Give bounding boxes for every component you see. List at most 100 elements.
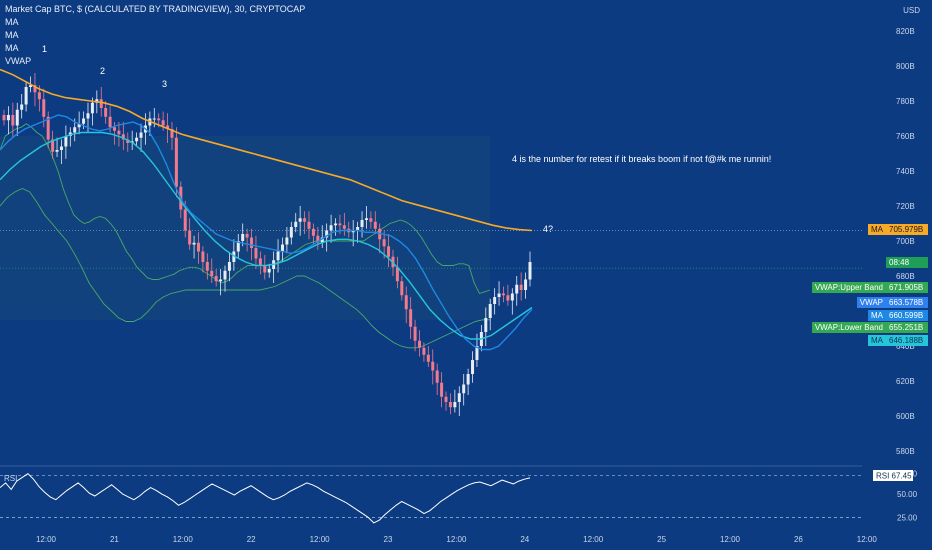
candle-body — [33, 85, 37, 93]
candle-body — [188, 230, 192, 245]
currency-label: USD — [903, 6, 920, 15]
candle — [59, 139, 63, 164]
rsi-tick-50: 50.00 — [897, 490, 918, 499]
candle-body — [435, 370, 439, 383]
candle-body — [373, 221, 377, 229]
candle-body — [457, 393, 461, 402]
price-tag-value: 671.905B — [886, 282, 928, 293]
indicator-vwap[interactable]: VWAP — [5, 56, 32, 66]
candle — [263, 255, 267, 280]
candle — [466, 368, 470, 395]
price-tag-value: 655.251B — [886, 322, 928, 333]
candle — [188, 218, 192, 250]
candle-body — [15, 109, 19, 126]
price-tag: VWAP 663.578B — [856, 297, 928, 308]
candle — [413, 319, 417, 352]
candle-body — [254, 248, 258, 259]
candle-body — [205, 262, 209, 271]
candle-body — [236, 241, 240, 252]
indicator-ma-2[interactable]: MA — [5, 30, 19, 40]
candle-body — [298, 218, 302, 222]
candle-body — [86, 113, 90, 119]
candle-body — [51, 139, 55, 152]
candle-body — [42, 99, 46, 117]
time-tick-label: 25 — [657, 535, 666, 544]
candle — [64, 125, 68, 159]
candle-body — [515, 284, 519, 294]
price-tick-label: 760B — [896, 132, 915, 141]
candle — [121, 122, 125, 150]
candle — [488, 298, 492, 331]
candle — [201, 246, 205, 273]
candle-body — [258, 258, 262, 266]
candle-body — [320, 237, 324, 243]
candle — [15, 102, 19, 136]
candle-body — [466, 374, 470, 385]
candle-body — [285, 237, 289, 245]
candle — [435, 363, 439, 395]
candle-body — [453, 402, 457, 408]
indicator-ma-3[interactable]: MA — [5, 43, 19, 53]
price-tag-label: VWAP — [856, 297, 886, 308]
symbol-title[interactable]: Market Cap BTC, $ (CALCULATED BY TRADING… — [5, 4, 306, 14]
candle-body — [37, 92, 41, 100]
candle — [311, 223, 315, 245]
candle-body — [227, 262, 231, 271]
candle — [117, 122, 121, 147]
candle-body — [395, 267, 399, 282]
candle — [289, 221, 293, 245]
candle — [484, 307, 488, 346]
price-axis[interactable]: 820B 800B 780B 760B 740B 720B 700B 680B 640B 620B… — [896, 27, 915, 456]
time-tick-label: 21 — [110, 535, 119, 544]
ma-fast-line — [0, 114, 533, 351]
candle — [227, 253, 231, 282]
candle — [245, 228, 249, 252]
candle-body — [510, 293, 514, 301]
candle-body — [157, 118, 161, 121]
time-tick-label: 12:00 — [310, 535, 331, 544]
candle — [462, 374, 466, 406]
candle-body — [121, 134, 125, 140]
candle-body — [475, 346, 479, 360]
candle — [373, 211, 377, 234]
candle-body — [364, 218, 368, 220]
candle — [320, 225, 324, 248]
candle-body — [506, 295, 510, 301]
candle — [471, 351, 475, 383]
price-tag-label: MA — [868, 310, 886, 321]
price-tick-label: 600B — [896, 412, 915, 421]
indicator-ma-1[interactable]: MA — [5, 17, 19, 27]
vwap-upper-band-line — [0, 123, 491, 295]
candle-body — [219, 279, 223, 282]
candle-body — [113, 127, 117, 131]
annotation-note: 4 is the number for retest if it breaks … — [512, 154, 772, 164]
candle — [196, 232, 200, 264]
candle — [126, 132, 130, 152]
candle — [55, 137, 59, 157]
candle-body — [325, 230, 329, 238]
candle-body — [444, 396, 448, 402]
candle — [325, 223, 329, 252]
candle-body — [422, 347, 426, 355]
price-tag-value: 646.188B — [886, 335, 928, 346]
candle-body — [497, 293, 501, 297]
candle-body — [524, 279, 528, 290]
time-axis[interactable]: 12:00 21 12:00 22 12:00 23 12:00 24 12:00 25 12:00… — [36, 535, 877, 544]
candle-body — [413, 326, 417, 341]
candle-body — [276, 251, 280, 261]
candle-body — [493, 297, 497, 304]
candle-body — [82, 118, 86, 124]
time-tick-label: 12:00 — [583, 535, 604, 544]
candle-body — [501, 293, 505, 296]
price-tag-label: VWAP:Lower Band — [811, 322, 886, 333]
candle-body — [108, 116, 112, 128]
candle-body — [201, 251, 205, 262]
candle — [426, 346, 430, 367]
candle — [51, 130, 55, 159]
price-tag: VWAP:Upper Band 671.905B — [811, 282, 928, 293]
candle-body — [104, 108, 108, 117]
price-tag: MA 705.979B — [868, 224, 928, 235]
candle — [90, 97, 94, 126]
